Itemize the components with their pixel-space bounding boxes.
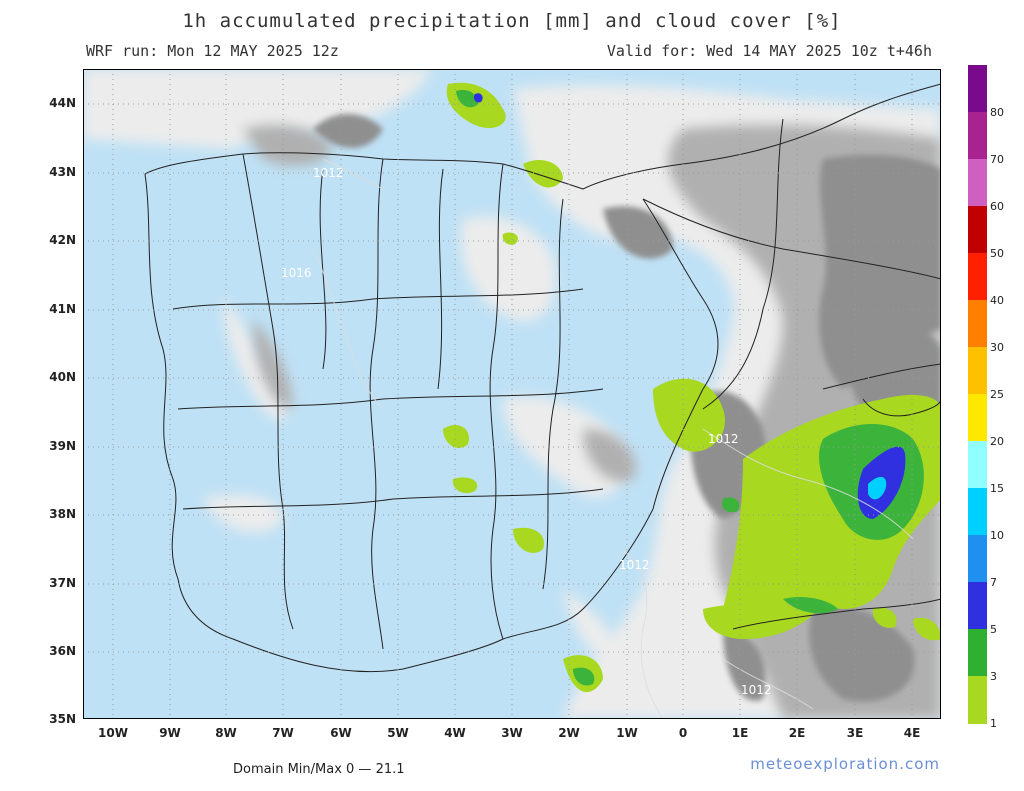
lon-tick-label: 7W	[272, 726, 294, 740]
legend-band-30	[968, 300, 987, 347]
lat-tick-label: 37N	[49, 576, 76, 590]
lon-tick-label: 6W	[330, 726, 352, 740]
isobar-lines	[312, 158, 914, 719]
lat-tick-label: 40N	[49, 370, 76, 384]
legend-band-20	[968, 394, 987, 441]
lat-tick-label: 39N	[49, 439, 76, 453]
legend-label: 40	[990, 294, 1004, 307]
lon-tick-label: 2W	[558, 726, 580, 740]
valid-info: Valid for: Wed 14 MAY 2025 10z t+46h	[606, 42, 932, 60]
map-frame	[83, 69, 941, 719]
isobar-label: 1012	[708, 432, 739, 446]
precip-color-scale	[968, 65, 987, 724]
lon-tick-label: 10W	[98, 726, 128, 740]
legend-label: 7	[990, 576, 997, 589]
legend-band-80	[968, 65, 987, 112]
legend-label: 10	[990, 529, 1004, 542]
legend-label: 1	[990, 717, 997, 730]
lon-tick-label: 5W	[387, 726, 409, 740]
lon-tick-label: 9W	[159, 726, 181, 740]
legend-band-70	[968, 112, 987, 159]
legend-label: 20	[990, 435, 1004, 448]
lat-tick-label: 38N	[49, 507, 76, 521]
lat-tick-label: 42N	[49, 233, 76, 247]
isobar-label: 1016	[281, 266, 312, 280]
legend-label: 60	[990, 200, 1004, 213]
brand-link[interactable]: meteoexploration.com	[750, 755, 940, 773]
legend-band-25	[968, 347, 987, 394]
country-borders	[144, 83, 941, 673]
legend-band-5	[968, 582, 987, 629]
legend-label: 30	[990, 341, 1004, 354]
legend-band-3	[968, 629, 987, 676]
lon-tick-label: 1E	[731, 726, 749, 740]
legend-label: 3	[990, 670, 997, 683]
lat-tick-label: 36N	[49, 644, 76, 658]
legend-label: 70	[990, 153, 1004, 166]
lat-tick-label: 44N	[49, 96, 76, 110]
legend-band-40	[968, 253, 987, 300]
legend-label: 5	[990, 623, 997, 636]
graticule	[83, 69, 941, 719]
precip-very-heavy	[868, 476, 887, 500]
legend-band-10	[968, 488, 987, 535]
legend-label: 25	[990, 388, 1004, 401]
legend-label: 15	[990, 482, 1004, 495]
lon-tick-label: 3E	[846, 726, 864, 740]
lat-tick-label: 35N	[49, 712, 76, 726]
legend-band-1	[968, 676, 987, 724]
precip-cloud-map: 1012 1012 1012 1012 1016	[83, 69, 941, 719]
lon-tick-label: 0	[678, 726, 688, 740]
legend-label: 80	[990, 106, 1004, 119]
legend-band-60	[968, 159, 987, 206]
lat-tick-label: 43N	[49, 165, 76, 179]
lon-tick-label: 4W	[444, 726, 466, 740]
lat-tick-label: 41N	[49, 302, 76, 316]
isobar-label: 1012	[619, 558, 650, 572]
legend-label: 50	[990, 247, 1004, 260]
lon-tick-label: 3W	[501, 726, 523, 740]
legend-band-7	[968, 535, 987, 582]
legend-band-50	[968, 206, 987, 253]
lon-tick-label: 2E	[788, 726, 806, 740]
legend-band-15	[968, 441, 987, 488]
lon-tick-label: 4E	[903, 726, 921, 740]
domain-minmax: Domain Min/Max 0 — 21.1	[233, 762, 405, 777]
chart-title: 1h accumulated precipitation [mm] and cl…	[182, 10, 842, 32]
run-info: WRF run: Mon 12 MAY 2025 12z	[86, 42, 339, 60]
lon-tick-label: 1W	[616, 726, 638, 740]
isobar-label: 1012	[741, 683, 772, 697]
lon-tick-label: 8W	[215, 726, 237, 740]
